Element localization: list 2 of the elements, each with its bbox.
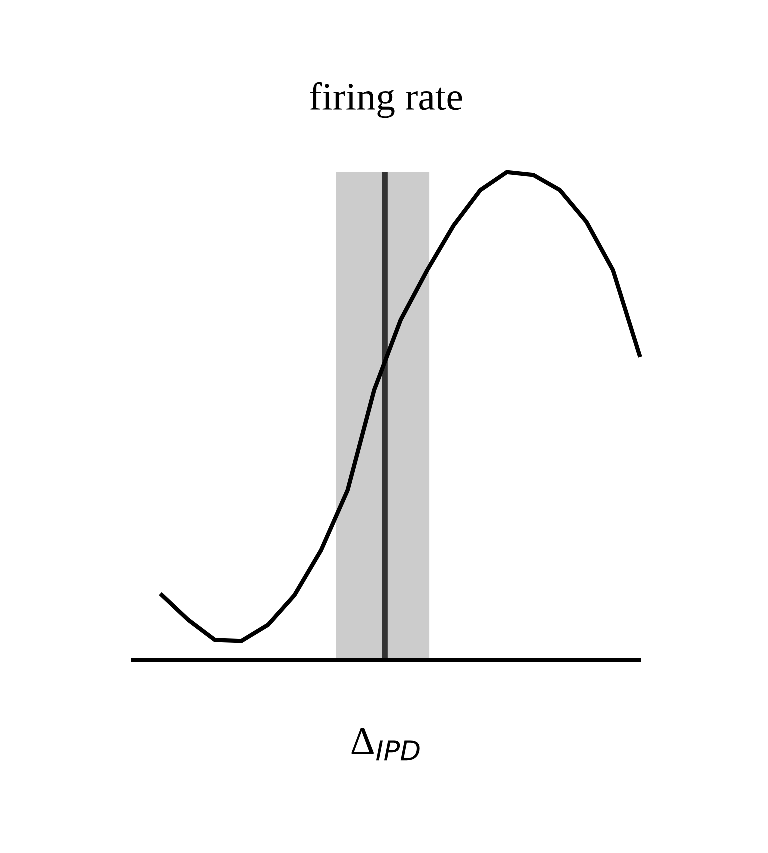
- chart-title: firing rate: [310, 82, 462, 118]
- x-axis-title: Δ$_{IPD}$: [352, 728, 420, 761]
